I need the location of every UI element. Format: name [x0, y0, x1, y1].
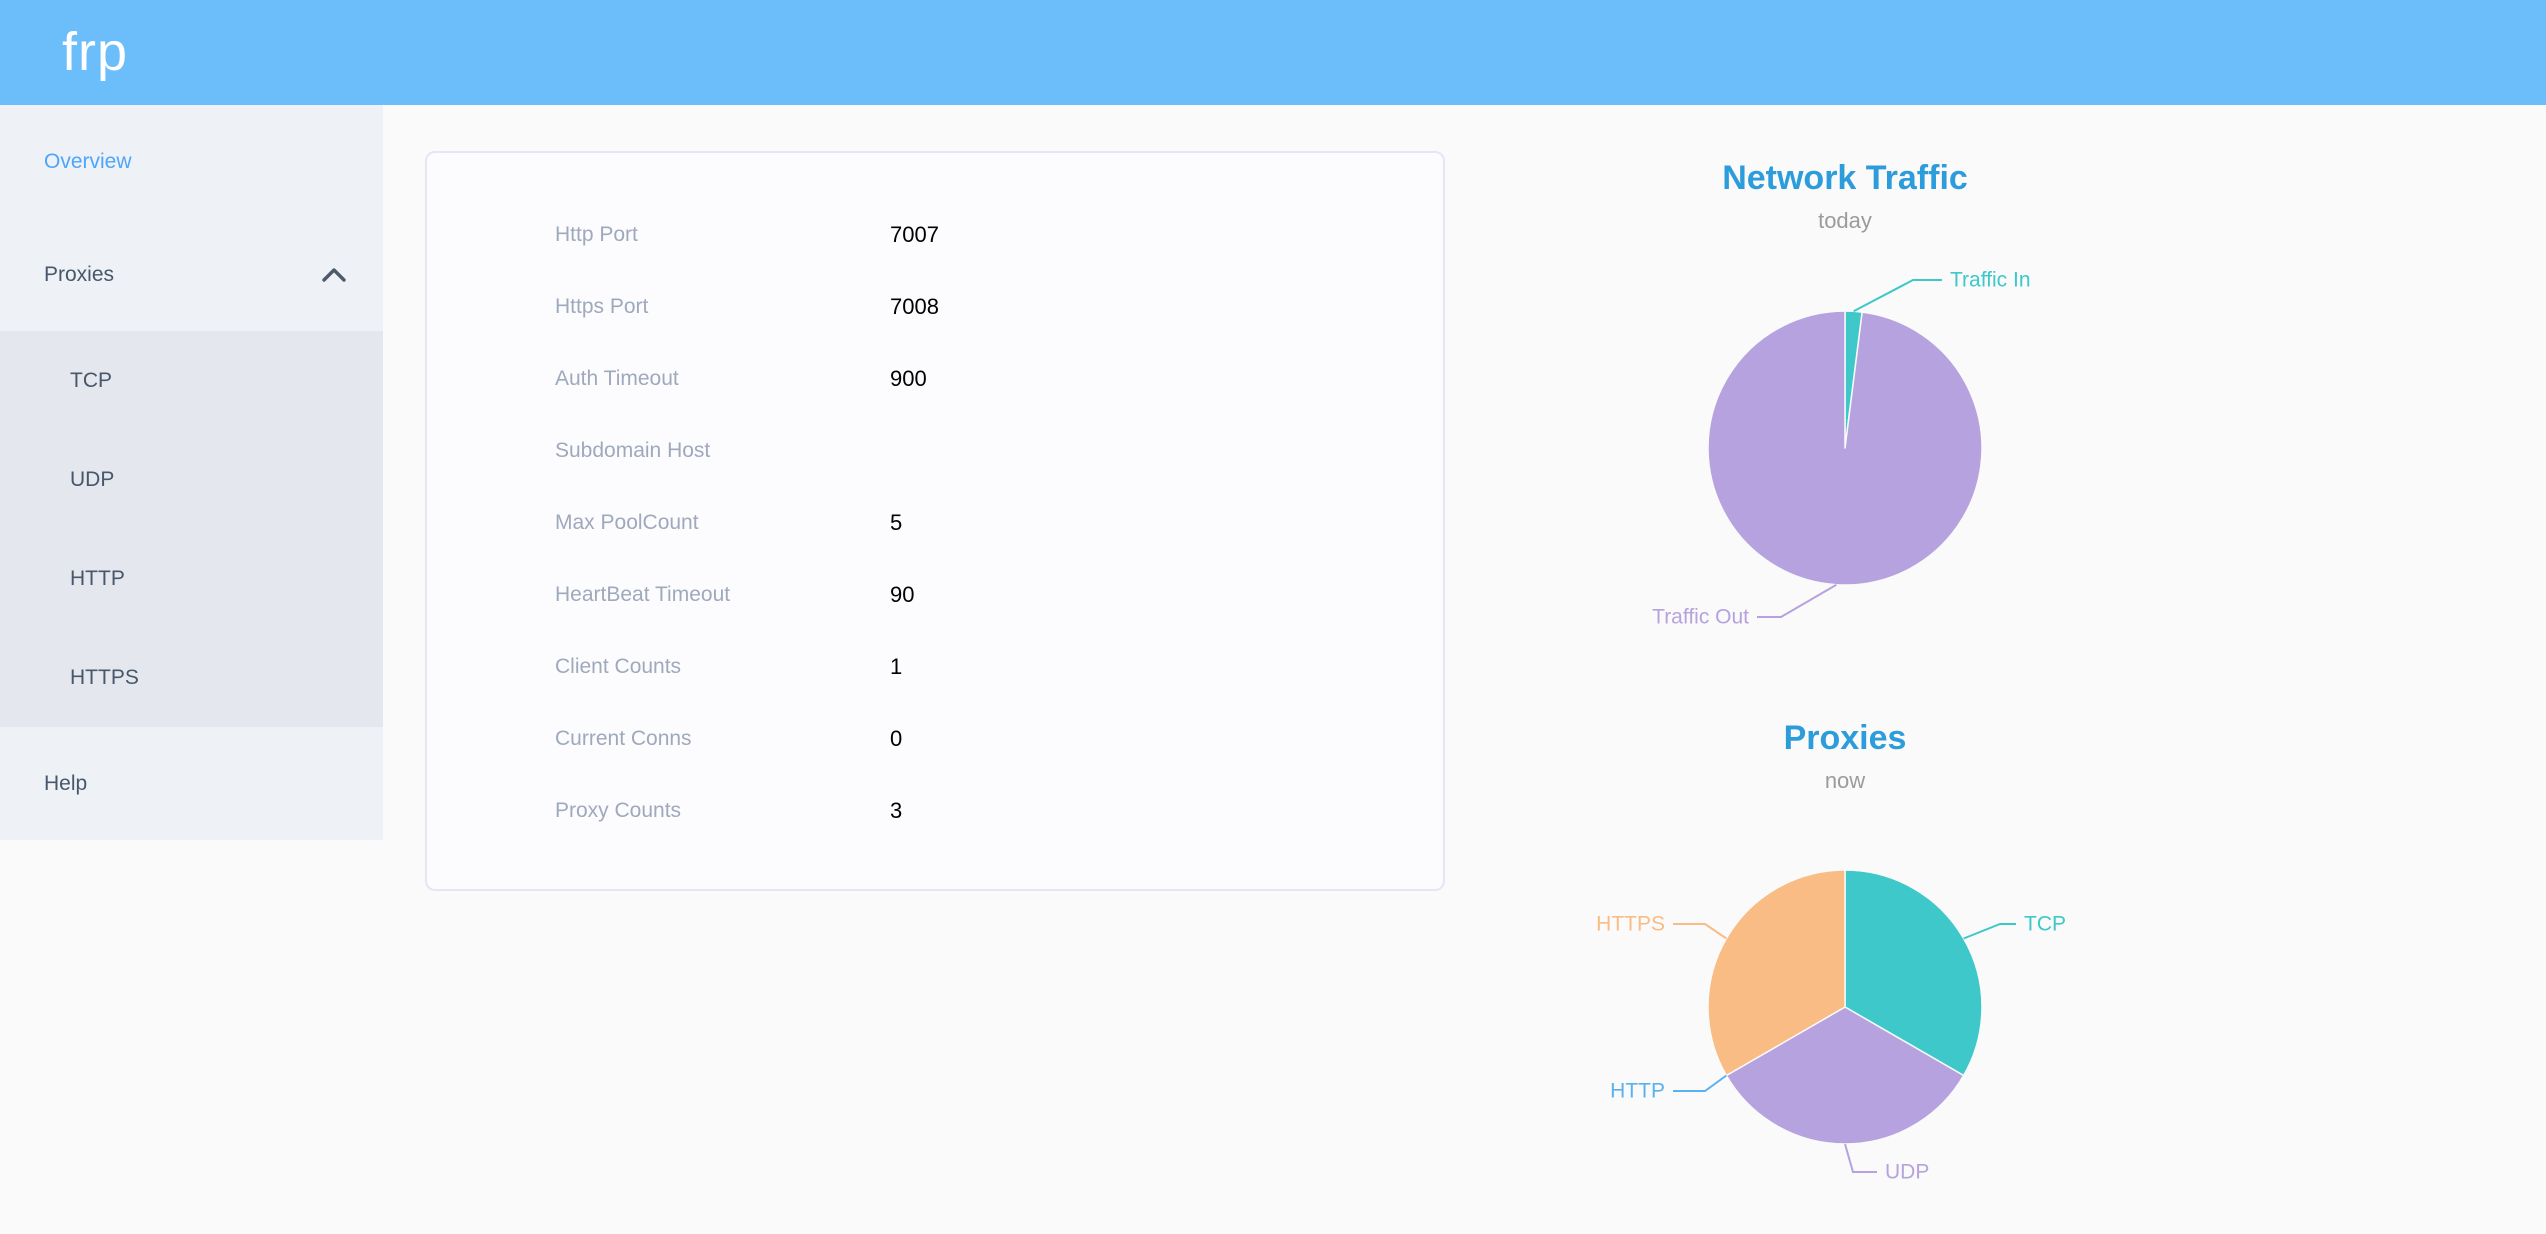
config-value: 0: [890, 726, 903, 751]
pie-label-https: HTTPS: [1596, 913, 1665, 936]
proxies-subtitle: now: [1824, 768, 1866, 793]
network-traffic-subtitle: today: [1818, 208, 1872, 233]
network-traffic-title: Network Traffic: [1722, 159, 1968, 197]
chevron-up-icon[interactable]: [321, 267, 347, 283]
pie-label-line-traffic-in: [1853, 279, 1942, 313]
pie-label-tcp: TCP: [2024, 913, 2066, 936]
pie-label-line-https: [1673, 923, 1727, 940]
proxies-title: Proxies: [1783, 719, 1907, 757]
sidebar-item-label: Overview: [44, 150, 132, 173]
pie-label-traffic-in: Traffic In: [1950, 269, 2031, 292]
config-label: HeartBeat Timeout: [555, 583, 731, 606]
config-value: 7008: [890, 294, 939, 319]
config-row-subdomain-host: Subdomain Host: [427, 415, 1443, 487]
config-label: Subdomain Host: [555, 439, 711, 462]
sidebar-item-tcp[interactable]: TCP: [0, 331, 383, 430]
sidebar-item-udp[interactable]: UDP: [0, 430, 383, 529]
sidebar-item-https[interactable]: HTTPS: [0, 628, 383, 727]
sidebar: Overview Proxies TCP UDP HTTP HTTPS Help: [0, 105, 383, 840]
config-value: 3: [890, 798, 903, 823]
config-row-max-poolcount: Max PoolCount 5: [427, 487, 1443, 559]
sidebar-item-label: HTTP: [70, 567, 125, 590]
sidebar-menu: Overview Proxies TCP UDP HTTP HTTPS Help: [0, 105, 383, 840]
config-row-https-port: Https Port 7008: [427, 271, 1443, 343]
config-value: 7007: [890, 222, 939, 247]
pie-label-http: HTTP: [1610, 1080, 1665, 1103]
sidebar-item-label: Proxies: [44, 263, 115, 286]
proxies-pie: TCP UDP HTTP HTTPS: [1596, 869, 2066, 1184]
config-label: Auth Timeout: [555, 367, 679, 390]
pie-slice-https[interactable]: [1707, 869, 1846, 1077]
config-label: Client Counts: [555, 655, 682, 678]
sidebar-item-label: TCP: [70, 369, 112, 392]
sidebar-item-label: HTTPS: [70, 666, 139, 689]
pie-label-line-traffic-out: [1757, 583, 1837, 618]
config-label: Https Port: [555, 295, 649, 318]
config-label: Proxy Counts: [555, 799, 682, 822]
pie-label-line-http: [1673, 1074, 1727, 1092]
sidebar-item-help[interactable]: Help: [0, 727, 383, 840]
sidebar-item-overview[interactable]: Overview: [0, 105, 383, 218]
config-row-auth-timeout: Auth Timeout 900: [427, 343, 1443, 415]
config-value: 5: [890, 510, 903, 535]
config-value: 90: [890, 582, 915, 607]
sidebar-item-proxies[interactable]: Proxies: [0, 218, 383, 331]
pie-label-udp: UDP: [1885, 1161, 1929, 1184]
pie-label-line-tcp: [1963, 923, 2016, 940]
pie-slice-tcp[interactable]: [1844, 869, 1983, 1077]
config-label: Http Port: [555, 223, 638, 246]
network-traffic-chart: Network Traffic today Traffic In Traffic …: [1560, 140, 2130, 680]
config-label: Max PoolCount: [555, 511, 699, 534]
config-row-heartbeat-timeout: HeartBeat Timeout 90: [427, 559, 1443, 631]
config-value: 1: [890, 654, 903, 679]
proxies-chart: Proxies now TCP UDP HTTP HTTPS: [1560, 700, 2130, 1234]
app-header: frp: [0, 0, 2546, 105]
server-config-card: Http Port 7007 Https Port 7008 Auth Timeout 9…: [425, 151, 1445, 891]
config-row-current-conns: Current Conns 0: [427, 703, 1443, 775]
config-value: 900: [890, 366, 927, 391]
app-logo: frp: [62, 22, 129, 82]
pie-slice-traffic-out[interactable]: [1707, 310, 1983, 586]
pie-label-traffic-out: Traffic Out: [1652, 606, 1749, 629]
config-row-proxy-counts: Proxy Counts 3: [427, 775, 1443, 847]
sidebar-submenu-proxies: TCP UDP HTTP HTTPS: [0, 331, 383, 727]
sidebar-item-label: Help: [44, 772, 88, 795]
config-rows: Http Port 7007 Https Port 7008 Auth Timeout 9…: [427, 199, 1443, 847]
pie-slice-udp[interactable]: [1725, 1006, 1965, 1145]
sidebar-item-http[interactable]: HTTP: [0, 529, 383, 628]
config-row-http-port: Http Port 7007: [427, 199, 1443, 271]
pie-label-line-udp: [1844, 1143, 1877, 1173]
sidebar-item-label: UDP: [70, 468, 115, 491]
network-traffic-pie: Traffic In Traffic Out: [1652, 269, 2031, 629]
config-row-client-counts: Client Counts 1: [427, 631, 1443, 703]
config-label: Current Conns: [555, 727, 692, 750]
